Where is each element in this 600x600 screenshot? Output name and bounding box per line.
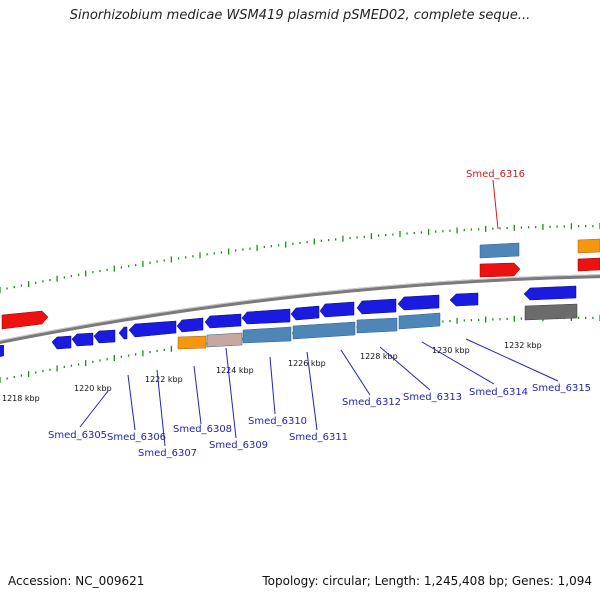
- gene-arrow-red-left[interactable]: [1, 310, 49, 330]
- scale-label-1226: 1226 kbp: [288, 359, 326, 368]
- gene-arrow-red-6316[interactable]: [479, 262, 521, 278]
- gene-label-6311[interactable]: Smed_6311: [289, 432, 348, 443]
- gene-box-steel-6312[interactable]: [356, 317, 398, 334]
- gene-label-6312[interactable]: Smed_6312: [342, 397, 401, 408]
- gene-box-steel-6313[interactable]: [398, 312, 441, 330]
- gene-label-6306[interactable]: Smed_6306: [107, 432, 166, 443]
- gene-label-6307[interactable]: Smed_6307: [138, 448, 197, 459]
- gene-label-6313[interactable]: Smed_6313: [403, 392, 462, 403]
- gene-arrow-blue-6307a[interactable]: [93, 329, 116, 344]
- scale-label-1228: 1228 kbp: [360, 352, 398, 361]
- label-leader-6316: [492, 179, 499, 230]
- gene-label-6316[interactable]: Smed_6316: [466, 169, 525, 180]
- gene-box-steel-6310[interactable]: [242, 326, 292, 344]
- gene-arrow-blue-6315[interactable]: [523, 285, 577, 301]
- gene-arrow-blue-6306[interactable]: [71, 332, 94, 347]
- gene-arrow-blue-6307b[interactable]: [118, 326, 128, 340]
- gene-arrow-blue-6313[interactable]: [356, 298, 397, 315]
- accession-text: Accession: NC_009621: [8, 574, 145, 588]
- genome-backbone-highlight: [0, 274, 600, 342]
- gene-arrow-blue-6312[interactable]: [319, 301, 355, 318]
- label-leader-lines: [79, 338, 559, 447]
- map-title: Sinorhizobium medicae WSM419 plasmid pSM…: [69, 8, 531, 23]
- genome-summary-text: Topology: circular; Length: 1,245,408 bp…: [262, 574, 592, 588]
- gene-box-orange-right[interactable]: [577, 238, 600, 254]
- gene-box-steel-6316[interactable]: [479, 242, 520, 259]
- gene-arrow-blue-6314b[interactable]: [449, 292, 479, 307]
- gene-label-6310[interactable]: Smed_6310: [248, 416, 307, 427]
- gene-box-red-right[interactable]: [577, 257, 600, 272]
- scale-label-1224: 1224 kbp: [216, 366, 254, 375]
- scale-label-1222: 1222 kbp: [145, 375, 183, 384]
- genome-backbone: [0, 274, 600, 345]
- scale-label-1232: 1232 kbp: [504, 341, 542, 350]
- gene-arrow-blue-6309[interactable]: [204, 313, 242, 329]
- gene-arrow-blue-6310[interactable]: [241, 308, 291, 325]
- scale-label-1218: 1218 kbp: [2, 394, 40, 403]
- gene-label-6314[interactable]: Smed_6314: [469, 387, 528, 398]
- gene-box-steel-6311[interactable]: [292, 321, 356, 340]
- upper-tick-row: [0, 223, 600, 293]
- gene-arrow-blue-6305[interactable]: [51, 335, 72, 350]
- gene-label-6315[interactable]: Smed_6315: [532, 383, 591, 394]
- gene-arrow-blue-6314[interactable]: [397, 294, 440, 311]
- scale-label-1230: 1230 kbp: [432, 346, 470, 355]
- gene-label-6305[interactable]: Smed_6305: [48, 430, 107, 441]
- gene-box-steel-6309[interactable]: [206, 332, 243, 348]
- gene-arrow-blue-edge[interactable]: [0, 345, 4, 357]
- gene-arrow-blue-6308[interactable]: [176, 317, 204, 333]
- gene-label-6309[interactable]: Smed_6309: [209, 440, 268, 451]
- gene-box-orange-6308[interactable]: [177, 335, 207, 350]
- gene-arrow-blue-6307c[interactable]: [128, 320, 177, 338]
- gene-box-gray-6315[interactable]: [524, 303, 578, 321]
- gene-arrow-blue-6311[interactable]: [290, 305, 320, 321]
- scale-label-1220: 1220 kbp: [74, 384, 112, 393]
- gene-label-6308[interactable]: Smed_6308: [173, 424, 232, 435]
